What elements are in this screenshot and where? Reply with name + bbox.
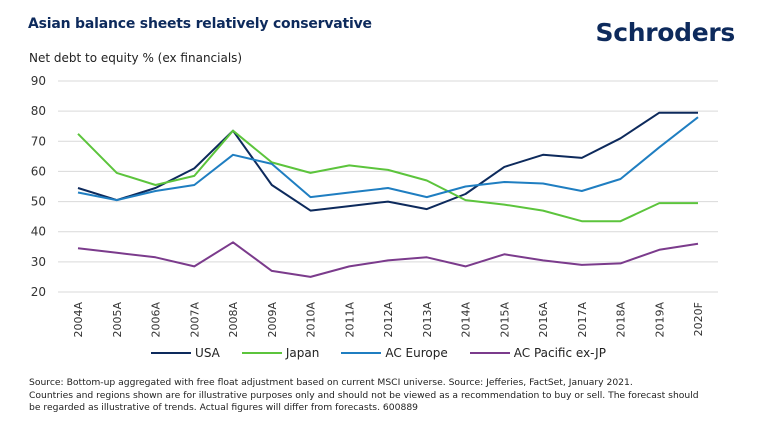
- legend-item-ac-pacific-ex-jp: AC Pacific ex-JP: [469, 346, 606, 360]
- x-tick-label: 2009A: [266, 302, 279, 338]
- legend-swatch: [151, 352, 192, 354]
- x-tick-label: 2004A: [72, 302, 85, 338]
- legend-swatch: [241, 352, 282, 354]
- x-axis-ticks: 2004A 2005A 2006A 2007A 2008A 2009A 2010A 2011A…: [72, 302, 705, 338]
- series-line-japan: [77, 129, 698, 223]
- y-axis-ticks: 20 30 40 50 60 70 80 90: [31, 74, 46, 299]
- x-tick-label: 2012A: [382, 302, 395, 338]
- legend-label: AC Europe: [385, 346, 448, 360]
- legend-swatch: [469, 352, 510, 354]
- y-tick-label: 30: [31, 255, 46, 269]
- legend-item-japan: Japan: [241, 346, 320, 360]
- y-tick-label: 90: [31, 74, 46, 88]
- footnote-line-1: Source: Bottom-up aggregated with free f…: [29, 377, 633, 388]
- x-tick-label: 2007A: [188, 302, 201, 338]
- legend: USA Japan AC Europe AC Pacific ex-JP: [0, 346, 757, 360]
- x-tick-label: 2019A: [653, 302, 666, 338]
- x-tick-label: 2010A: [305, 302, 318, 338]
- series-line-ac-pacific-ex-jp: [77, 241, 699, 278]
- legend-swatch: [341, 352, 382, 354]
- series-lines: [77, 111, 699, 278]
- x-tick-label: 2017A: [576, 302, 589, 338]
- x-tick-label: 2020F: [692, 302, 705, 336]
- y-tick-label: 40: [31, 225, 46, 239]
- legend-item-ac-europe: AC Europe: [341, 346, 448, 360]
- legend-label: Japan: [285, 346, 320, 360]
- y-tick-label: 80: [31, 104, 46, 118]
- series-line-usa: [77, 111, 698, 212]
- x-tick-label: 2006A: [150, 302, 163, 338]
- x-tick-label: 2013A: [421, 302, 434, 338]
- chart-title: Asian balance sheets relatively conserva…: [28, 16, 372, 32]
- x-tick-label: 2018A: [615, 302, 628, 338]
- footnote: Source: Bottom-up aggregated with free f…: [29, 377, 749, 415]
- x-tick-label: 2008A: [227, 302, 240, 338]
- footnote-line-2: Countries and regions shown are for illu…: [29, 389, 699, 401]
- x-tick-label: 2016A: [537, 302, 550, 338]
- y-tick-label: 60: [31, 164, 46, 178]
- series-line-ac-europe: [77, 116, 699, 202]
- legend-label: AC Pacific ex-JP: [513, 346, 606, 360]
- y-axis-label: Net debt to equity % (ex financials): [29, 51, 243, 65]
- x-tick-label: 2011A: [343, 302, 356, 338]
- footnote-line-3: be regarded as illustrative of trends. A…: [29, 402, 419, 413]
- y-tick-label: 20: [31, 285, 46, 299]
- y-tick-label: 50: [31, 195, 46, 209]
- x-tick-label: 2014A: [460, 302, 473, 338]
- schroders-logo: Schroders: [595, 18, 736, 47]
- x-tick-label: 2015A: [498, 302, 511, 338]
- x-tick-label: 2005A: [111, 302, 124, 338]
- legend-item-usa: USA: [151, 346, 220, 360]
- legend-label: USA: [195, 346, 220, 360]
- y-tick-label: 70: [31, 134, 46, 148]
